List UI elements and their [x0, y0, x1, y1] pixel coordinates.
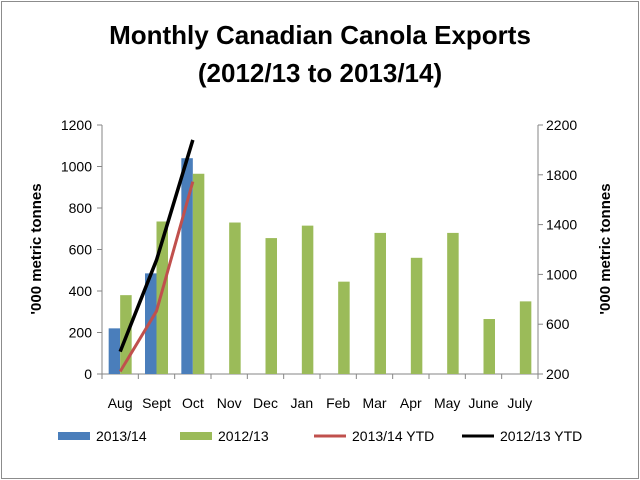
bar-201213-nov — [229, 222, 241, 374]
x-tick-label: Nov — [217, 395, 242, 411]
legend-swatch — [58, 432, 90, 440]
legend-label: 2012/13 YTD — [500, 428, 582, 444]
axes — [97, 124, 543, 379]
bar-201213-dec — [265, 238, 277, 374]
legend-label: 2013/14 — [96, 428, 147, 444]
right-tick-label: 600 — [546, 316, 570, 332]
right-tick-label: 200 — [546, 366, 570, 382]
chart-title-line1: Monthly Canadian Canola Exports — [109, 20, 531, 50]
bar-201213-july — [519, 301, 532, 374]
left-tick-label: 1000 — [61, 159, 92, 175]
right-tick-label: 1400 — [546, 217, 577, 233]
x-tick-label: June — [468, 395, 499, 411]
right-tick-label: 2200 — [546, 117, 577, 133]
x-tick-label: July — [507, 395, 532, 411]
left-tick-label: 1200 — [61, 117, 92, 133]
right-axis-title: '000 metric tonnes — [597, 183, 614, 314]
right-tick-label: 1800 — [546, 167, 577, 183]
bar-201314-sept — [145, 273, 157, 374]
left-tick-label: 0 — [84, 366, 92, 382]
bar-201213-feb — [338, 281, 350, 374]
tick-labels: 0 200 400 600 800 1000 1200 200 600 1000 1400 1800 2… — [61, 117, 578, 411]
line-201314ytd — [118, 181, 195, 373]
legend-label: 2013/14 YTD — [352, 428, 434, 444]
bars — [108, 158, 532, 374]
x-tick-label: Apr — [400, 395, 422, 411]
bar-201213-oct — [192, 173, 205, 374]
left-tick-label: 400 — [69, 283, 93, 299]
right-tick-label: 1000 — [546, 266, 577, 282]
x-tick-label: Mar — [362, 395, 386, 411]
left-tick-label: 200 — [69, 325, 93, 341]
x-tick-label: May — [434, 395, 460, 411]
chart-title-line2: (2012/13 to 2013/14) — [197, 58, 443, 88]
left-tick-label: 600 — [69, 242, 93, 258]
x-tick-label: Sept — [142, 395, 171, 411]
legend-label: 2012/13 — [218, 428, 269, 444]
x-tick-label: Oct — [182, 395, 204, 411]
x-tick-label: Feb — [326, 395, 350, 411]
bar-201213-apr — [410, 257, 423, 374]
bar-201314-oct — [181, 158, 193, 374]
legend-swatch — [180, 432, 212, 440]
x-tick-label: Aug — [108, 395, 133, 411]
bar-201213-sept — [156, 221, 168, 374]
bar-201213-mar — [374, 232, 386, 374]
bar-201213-jan — [301, 225, 314, 374]
left-tick-label: 800 — [69, 200, 93, 216]
x-tick-label: Dec — [253, 395, 278, 411]
chart-title: Monthly Canadian Canola Exports (2012/13… — [0, 16, 640, 92]
line-201213ytd — [118, 139, 195, 353]
bar-201213-june — [483, 319, 495, 374]
bar-201213-may — [447, 232, 459, 374]
legend: 2013/14 2012/13 2013/14 YTD 2012/13 YTD — [58, 428, 582, 444]
bar-201314-aug — [108, 328, 121, 374]
x-tick-label: Jan — [291, 395, 314, 411]
ytd-lines — [118, 139, 195, 373]
left-axis-title: '000 metric tonnes — [28, 183, 45, 314]
